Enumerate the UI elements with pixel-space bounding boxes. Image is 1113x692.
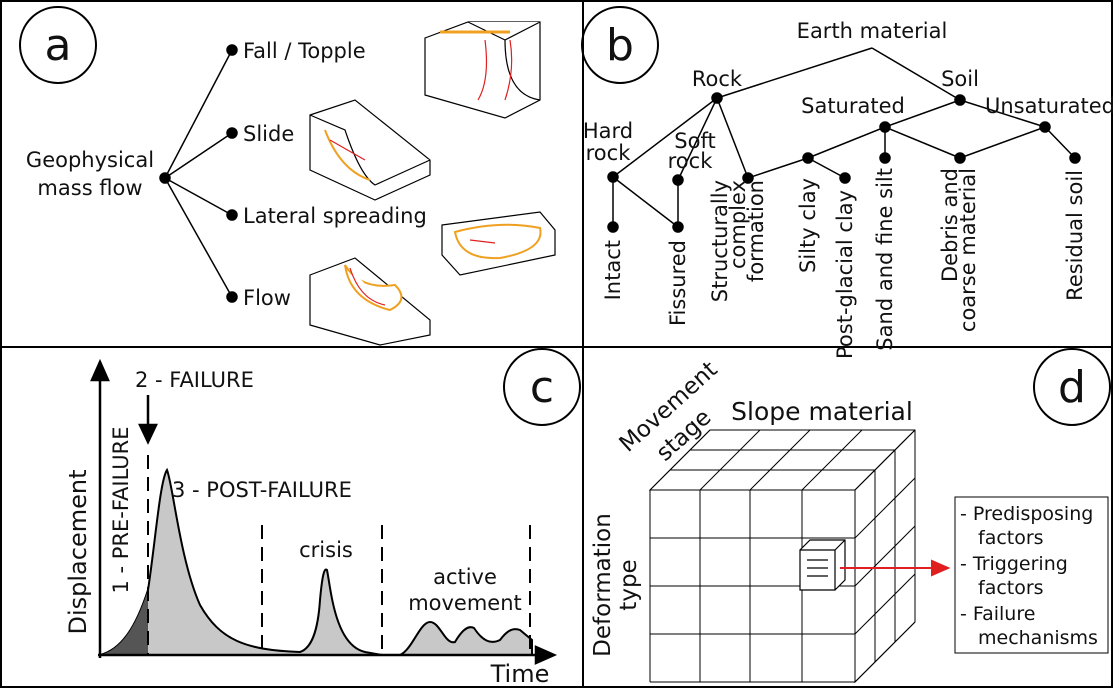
leaf-label: Intact <box>601 240 625 300</box>
branch-label: Lateral spreading <box>243 204 427 228</box>
edge <box>960 127 1045 158</box>
factor-label: - Triggering <box>960 553 1068 575</box>
node <box>608 222 618 232</box>
factor-label: - Failure <box>960 603 1035 625</box>
factor-label: factors <box>978 577 1044 599</box>
edge <box>613 177 678 227</box>
factor-label: mechanisms <box>978 627 1098 649</box>
node-label: Hard <box>583 119 633 143</box>
factor-label: - Predisposing <box>960 503 1093 525</box>
cube <box>650 430 915 682</box>
axis-label: Slope material <box>731 397 913 426</box>
node-label: rock <box>668 149 714 173</box>
panel-label: c <box>530 362 554 413</box>
icons <box>310 22 555 345</box>
edge <box>808 158 845 178</box>
panel-label: a <box>45 20 72 71</box>
node <box>673 222 683 232</box>
annotation: crisis <box>299 538 353 562</box>
leaf-label: coarse material <box>956 168 980 332</box>
leaf-label: Sand and fine silt <box>873 168 897 351</box>
root-label: Geophysical <box>26 148 154 172</box>
leaf-label: Post-glacial clay <box>833 190 857 359</box>
node <box>955 95 965 105</box>
stage-label: 1 - PRE-FAILURE <box>109 427 133 594</box>
node <box>673 175 683 185</box>
node-label: Unsaturated <box>985 94 1113 118</box>
active-curve <box>400 622 532 655</box>
root-label: mass flow <box>37 176 142 200</box>
edge <box>808 127 885 158</box>
panel-label: b <box>606 20 634 71</box>
edge <box>717 98 748 178</box>
axis-label: Deformation <box>590 513 616 657</box>
figure: a b c d Geophysical mass flow Fall / Top… <box>0 0 1113 688</box>
stage-label: 3 - POST-FAILURE <box>172 478 352 502</box>
annotation: movement <box>408 591 522 615</box>
node <box>880 153 890 163</box>
branch-label: Flow <box>243 286 291 310</box>
edge <box>748 158 808 178</box>
node-label: rock <box>586 141 632 165</box>
leaf-label: formation <box>744 180 768 282</box>
leaf-label: Silty clay <box>796 178 820 273</box>
panel-label: d <box>1058 362 1086 413</box>
edge <box>885 127 960 158</box>
tree-a <box>160 45 237 302</box>
node <box>608 172 618 182</box>
node-label: Rock <box>692 67 743 91</box>
leaf-label: Residual soil <box>1063 170 1087 301</box>
branch-label: Slide <box>243 122 294 146</box>
node <box>840 173 850 183</box>
edge <box>1045 127 1075 158</box>
node <box>880 122 890 132</box>
annotation: active <box>433 565 497 589</box>
node <box>803 153 813 163</box>
node <box>712 93 722 103</box>
node-label: Soil <box>941 67 979 91</box>
axis-label: type <box>616 559 642 610</box>
stage-label: 2 - FAILURE <box>135 368 254 392</box>
node <box>1070 153 1080 163</box>
cell-box <box>800 540 845 590</box>
node <box>1040 122 1050 132</box>
factor-label: factors <box>978 527 1044 549</box>
leaf-label: Fissured <box>666 240 690 326</box>
pre-failure-area <box>100 590 148 655</box>
branch-label: Fall / Topple <box>243 39 366 63</box>
node-label: Earth material <box>797 19 948 43</box>
node-label: Saturated <box>801 94 905 118</box>
y-axis-label: Displacement <box>64 470 92 635</box>
node <box>955 153 965 163</box>
x-axis-label: Time <box>490 660 550 688</box>
